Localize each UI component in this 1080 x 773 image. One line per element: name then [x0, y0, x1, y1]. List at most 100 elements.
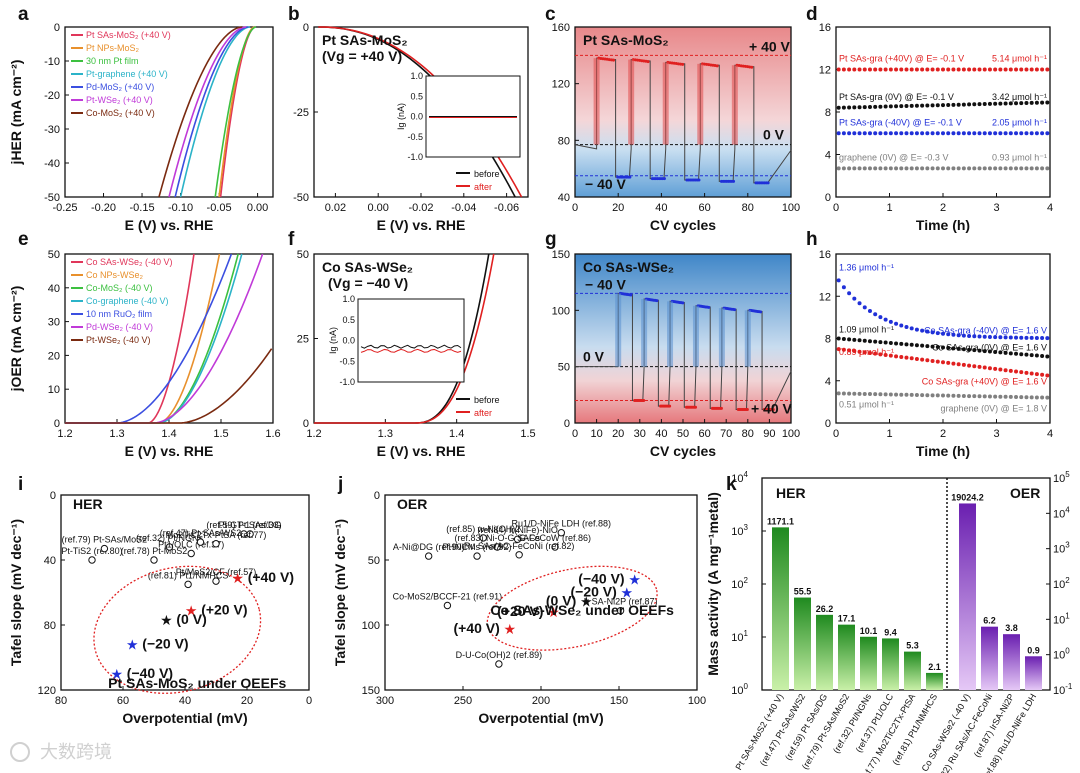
x-tick-label-d: 0: [833, 202, 839, 214]
data-point-h: [894, 354, 899, 359]
data-point-h: [1003, 368, 1008, 373]
data-point-low-c: [697, 178, 701, 182]
data-point-h: [1014, 351, 1019, 356]
data-point-d: [967, 166, 972, 171]
y-tick-label-h: 12: [819, 291, 831, 303]
data-point-h: [862, 391, 867, 396]
data-point-d: [909, 166, 914, 171]
x-axis-label-d: Time (h): [916, 217, 970, 233]
y-tick-label-right-k: 103: [1053, 541, 1070, 556]
y-tick-label-i: 120: [38, 685, 56, 697]
data-point-h: [1029, 353, 1034, 358]
x-tick-label-f: 1.3: [378, 428, 393, 440]
point-label-i: (ref.81) Pt1/NMHCS: [148, 570, 229, 580]
point-label-j: G-FeCoW (ref.86): [519, 533, 591, 543]
y-tick-label-d: 12: [819, 65, 831, 77]
data-point-h: [1014, 395, 1019, 400]
level-label-c: + 40 V: [749, 38, 791, 54]
data-point-h: [841, 285, 846, 290]
y-tick-label-k: 101: [731, 629, 748, 644]
data-point-h: [951, 332, 956, 337]
data-point-h: [941, 360, 945, 365]
data-point-d: [1024, 166, 1029, 171]
data-point-d: [888, 166, 893, 171]
y-tick-label-k: 102: [731, 576, 748, 591]
data-point-d: [951, 67, 956, 72]
point-label-j: (ref.84) Ir(NiFe)-NiO: [477, 525, 558, 535]
data-point-j: [479, 534, 487, 542]
x-tick-label-b: 0.02: [325, 202, 346, 214]
data-point-h: [998, 350, 1003, 355]
data-point-d: [909, 131, 914, 136]
rate-label-h: 0.51 μmol h⁻¹: [839, 399, 894, 409]
x-tick-label-e: 1.5: [213, 428, 228, 440]
rate-label-h: 0.89 μmol h⁻¹: [839, 347, 894, 357]
data-point-h: [873, 312, 878, 317]
data-point-d: [946, 102, 951, 107]
data-point-i: [150, 556, 158, 564]
data-point-h: [847, 337, 852, 342]
data-point-h: [904, 355, 909, 360]
inset-tick-b: 1.0: [410, 71, 423, 81]
plot-frame-d: [835, 26, 1051, 198]
data-point-h: [888, 319, 893, 324]
legend-label-e: Co-MoS₂ (-40 V): [86, 283, 153, 293]
data-point-high-c: [681, 62, 685, 66]
data-point-h: [904, 325, 909, 330]
data-point-h: [914, 356, 919, 361]
y-tick-label-k: 103: [731, 523, 748, 538]
legend-label-e: Pd-WSe₂ (-40 V): [86, 322, 153, 332]
y-axis-label-e: jOER (mA cm⁻²): [8, 286, 24, 393]
data-point-h: [956, 362, 961, 367]
point-label-i: Pt1/OLC (ref.37): [158, 540, 224, 550]
data-point-d: [1014, 101, 1019, 106]
y-tick-label-f: 25: [297, 334, 309, 346]
data-point-high-c: [612, 58, 616, 62]
data-point-d: [1034, 67, 1039, 72]
data-point-d: [873, 67, 878, 72]
x-axis-label-i: Overpotential (mV): [122, 710, 247, 726]
bar-her: [882, 638, 899, 690]
data-point-h: [878, 352, 883, 357]
y-axis-label-k: Mass activity (A mg⁻¹metal): [705, 492, 721, 675]
data-point-d: [920, 67, 925, 72]
y-tick-label-e: 50: [48, 249, 60, 261]
data-point-d: [1019, 131, 1024, 136]
data-point-h: [878, 392, 883, 397]
bar-label-oer: 0.9: [1027, 645, 1040, 655]
data-point-d: [1029, 67, 1034, 72]
legend-label-a: Pd-MoS₂ (+40 V): [86, 82, 154, 92]
data-point-d: [878, 104, 883, 109]
data-point-h: [867, 339, 872, 344]
data-point-h: [946, 393, 951, 398]
x-tick-label-c: 60: [698, 202, 710, 214]
data-point-d: [1008, 67, 1013, 72]
data-point-h: [1019, 335, 1024, 340]
data-point-low-g: [771, 407, 775, 411]
y-tick-label-i: 80: [44, 620, 56, 632]
data-point-h: [867, 351, 872, 356]
x-tick-label-f: 1.2: [306, 428, 321, 440]
rate-label-d: 5.14 μmol h⁻¹: [992, 54, 1047, 64]
data-point-d: [1034, 100, 1039, 105]
series-label-d: Pt SAs-gra (+40V) @ E= -0.1 V: [839, 54, 964, 64]
data-point-d: [925, 166, 930, 171]
star-label-j: (0 V): [546, 593, 576, 609]
data-point-d: [1045, 100, 1050, 105]
data-point-h: [982, 394, 987, 399]
data-point-h: [1014, 335, 1019, 340]
rate-label-h: 1.09 μmol h⁻¹: [839, 324, 894, 334]
data-point-h: [946, 360, 951, 365]
inset-tick-f: 0.5: [342, 315, 355, 325]
data-point-d: [847, 131, 852, 136]
x-axis-label-h: Time (h): [916, 443, 970, 459]
star-marker-j: ★: [504, 621, 517, 637]
data-point-d: [873, 104, 878, 109]
x-tick-label-i: 80: [55, 695, 67, 707]
panel-label-k: k: [726, 474, 737, 495]
switch-arrow-g: [667, 301, 674, 367]
inset-frame-f: [357, 298, 465, 383]
data-point-h: [888, 392, 893, 397]
x-tick-label-f: 1.4: [449, 428, 464, 440]
